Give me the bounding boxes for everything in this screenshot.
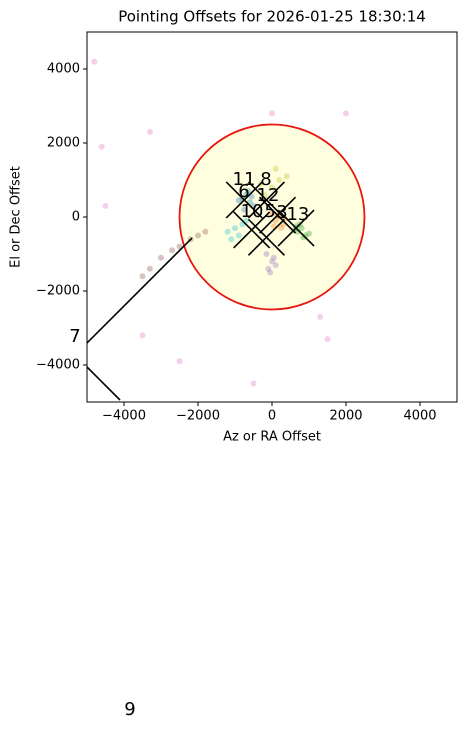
point xyxy=(235,232,242,239)
point xyxy=(244,188,251,195)
point xyxy=(324,336,331,343)
x-axis-label: Az or RA Offset xyxy=(223,430,321,445)
x-tick-label: 2000 xyxy=(329,409,362,424)
annotation: 11 xyxy=(233,169,256,190)
x-tick-label: 0 xyxy=(268,409,276,424)
point xyxy=(235,197,242,204)
point xyxy=(146,265,153,272)
y-tick-label: 0 xyxy=(72,210,80,225)
point xyxy=(265,265,272,272)
tolerance-circle xyxy=(178,123,366,311)
annotation: 7 xyxy=(69,326,80,347)
point xyxy=(343,110,349,117)
point xyxy=(300,234,307,241)
point xyxy=(169,247,176,254)
segment xyxy=(87,366,121,401)
point xyxy=(278,225,285,232)
point xyxy=(102,202,109,209)
point xyxy=(195,232,201,239)
annotation: 6 xyxy=(238,181,249,202)
cross-marker xyxy=(225,181,263,219)
x-tick-label: 4000 xyxy=(403,409,436,424)
point xyxy=(269,258,275,265)
point xyxy=(232,225,238,232)
point xyxy=(228,236,235,243)
point xyxy=(269,184,275,191)
chart-title: Pointing Offsets for 2026-01-25 18:30:14 xyxy=(118,8,426,26)
cross-marker xyxy=(277,209,315,247)
annotation: 5 xyxy=(264,201,275,222)
point xyxy=(202,228,209,235)
annotation: 3 xyxy=(276,202,287,223)
point xyxy=(139,273,146,280)
point xyxy=(283,173,290,180)
annotation: 10 xyxy=(241,201,264,222)
point xyxy=(293,223,300,230)
y-tick-label: −2000 xyxy=(36,284,80,299)
point xyxy=(272,262,279,269)
cross-marker xyxy=(258,196,297,234)
point xyxy=(91,58,98,65)
point xyxy=(263,251,270,257)
annotation: 9 xyxy=(124,699,135,720)
point xyxy=(158,254,164,261)
point xyxy=(272,165,279,172)
point xyxy=(250,380,257,387)
segment xyxy=(87,237,193,344)
cross-marker xyxy=(233,211,271,249)
point xyxy=(224,228,231,235)
point xyxy=(267,269,274,276)
point xyxy=(176,358,183,365)
y-axis-label: El or Dec Offset xyxy=(9,166,24,268)
annotation: 12 xyxy=(257,185,280,206)
point xyxy=(294,228,301,235)
point xyxy=(302,232,309,239)
y-tick-label: −4000 xyxy=(36,358,80,373)
cross-marker xyxy=(247,181,286,219)
point xyxy=(146,128,153,135)
point xyxy=(139,332,146,339)
annotation: 13 xyxy=(286,204,309,225)
point xyxy=(276,177,283,183)
point xyxy=(270,254,277,261)
x-tick-label: −4000 xyxy=(102,409,146,424)
y-tick-label: 4000 xyxy=(47,62,80,77)
x-tick-label: −2000 xyxy=(176,409,220,424)
point xyxy=(269,110,275,117)
point xyxy=(317,313,324,320)
y-tick-label: 2000 xyxy=(47,136,80,151)
point xyxy=(306,230,312,237)
plot-area xyxy=(87,58,366,401)
point xyxy=(298,225,305,232)
cross-marker xyxy=(247,218,286,256)
point xyxy=(98,143,105,150)
point xyxy=(241,206,248,213)
annotation: 8 xyxy=(260,169,271,190)
